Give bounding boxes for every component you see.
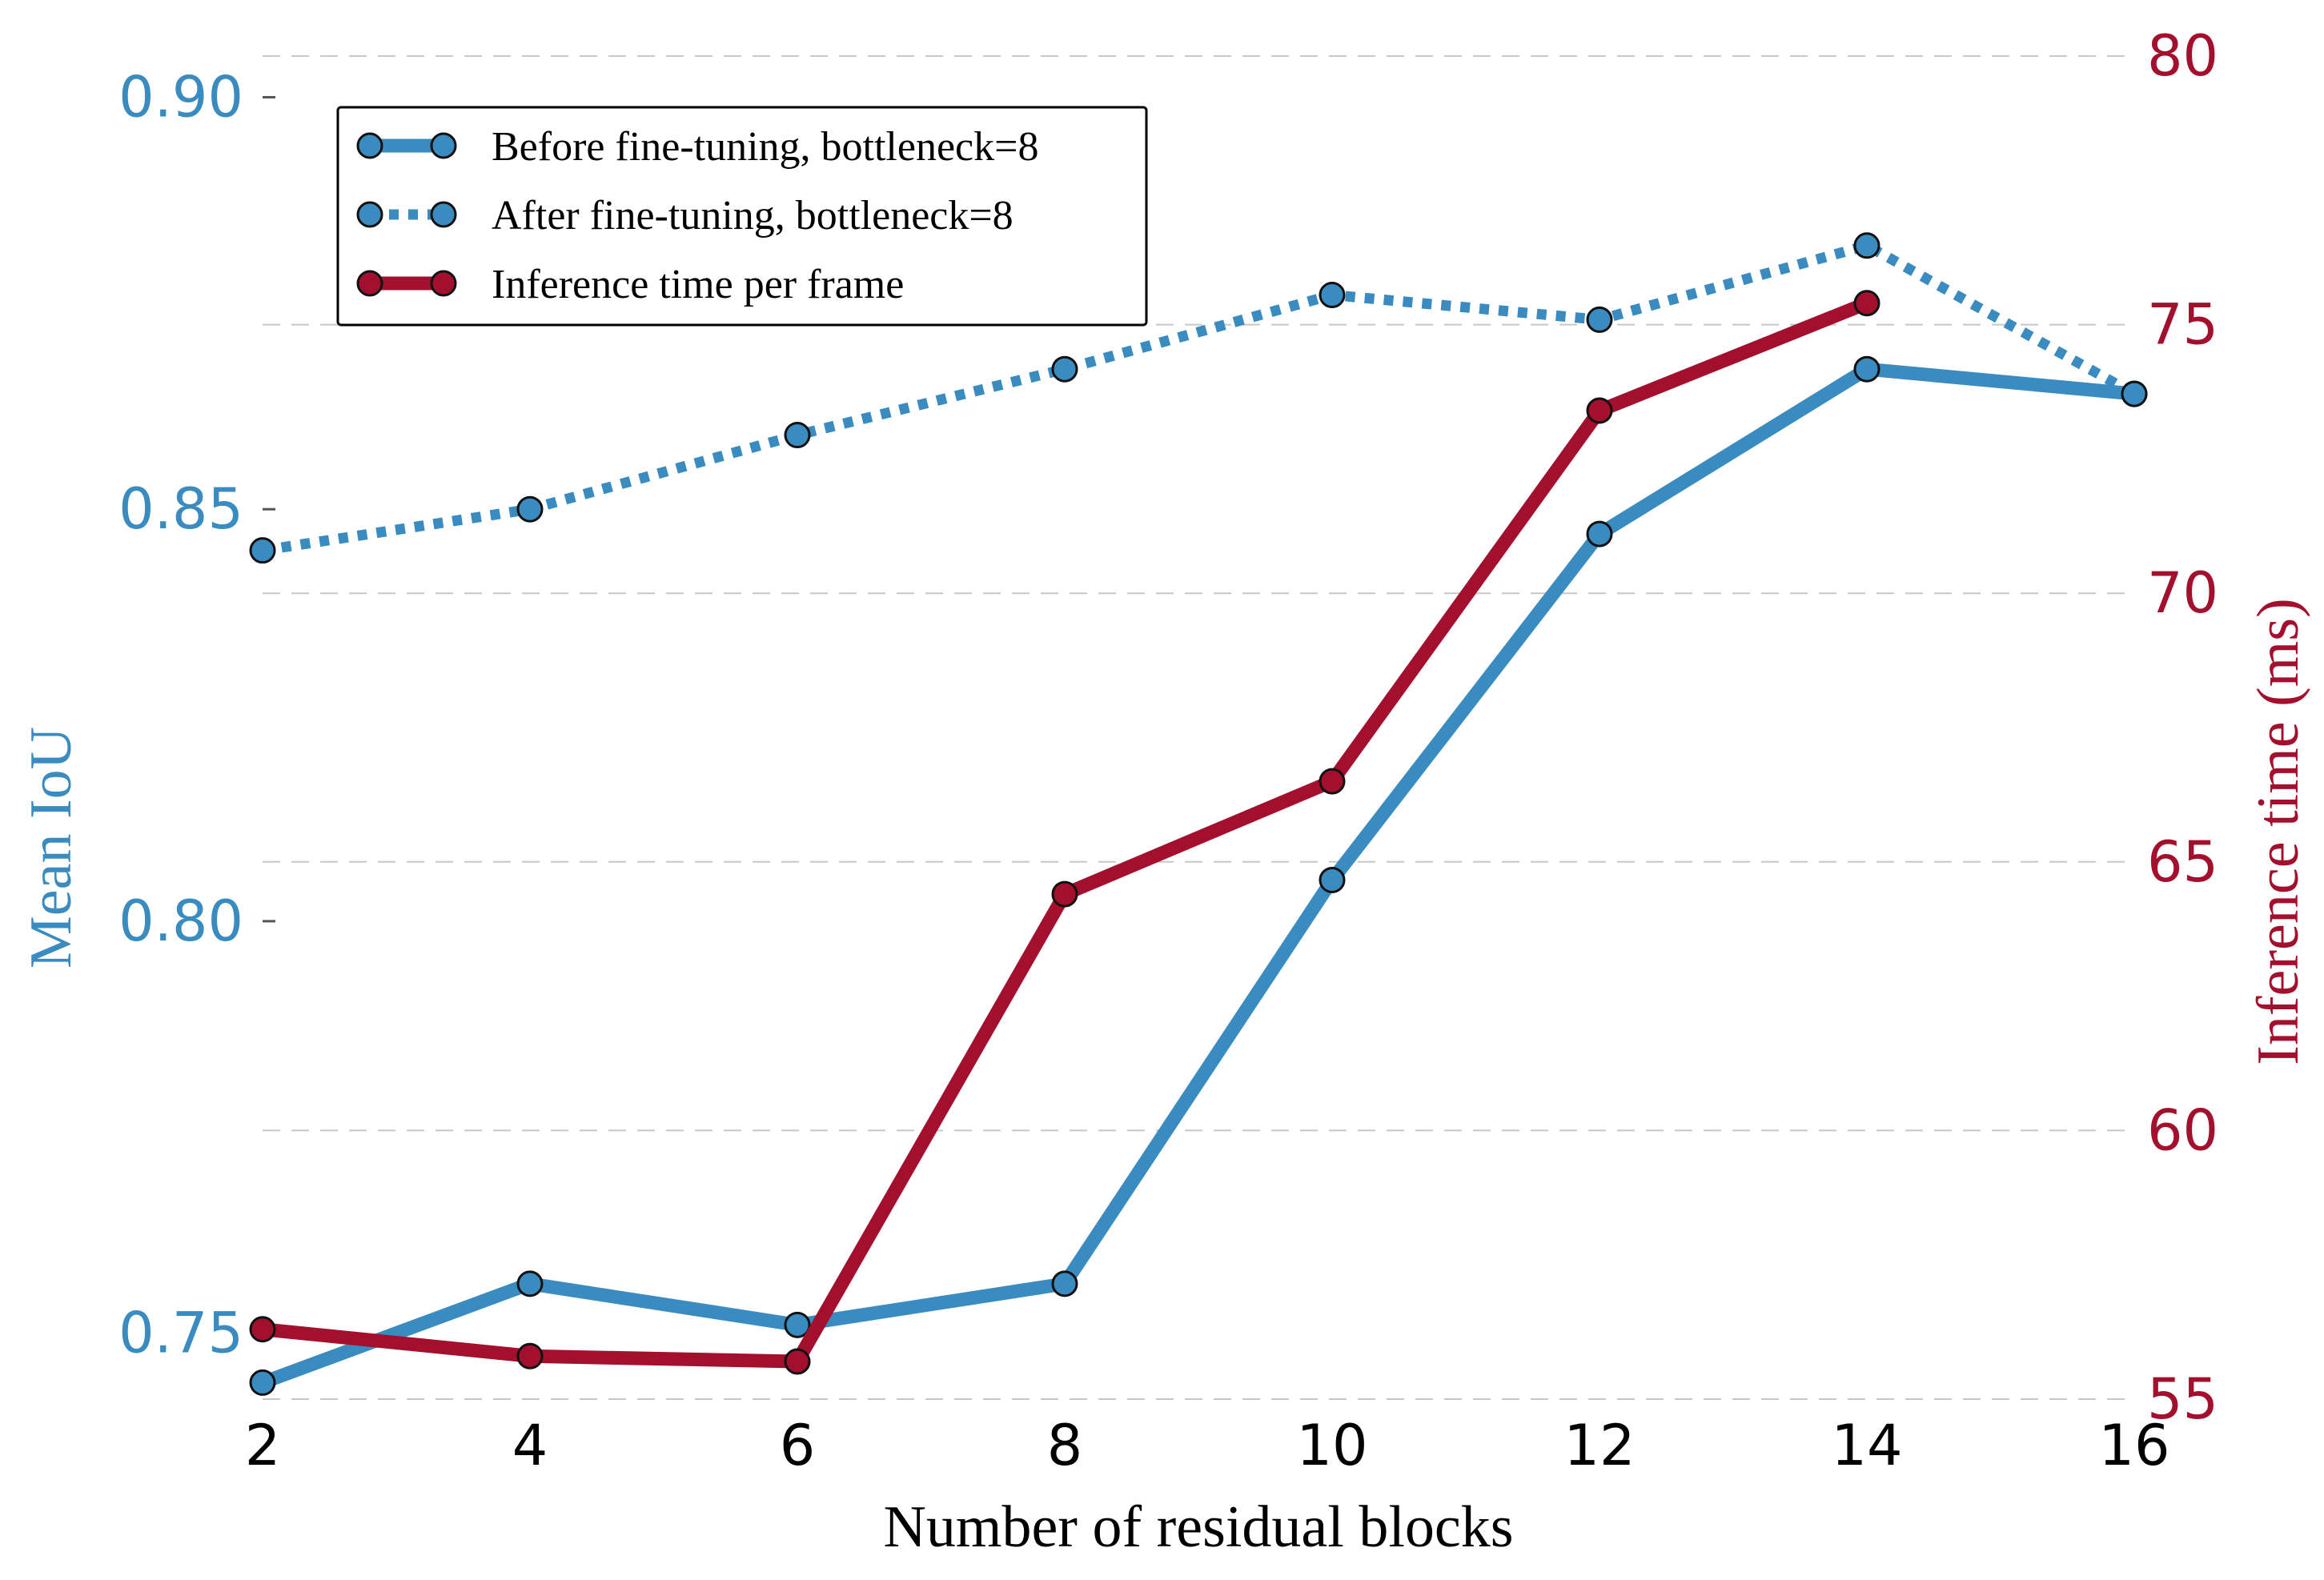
axes: 0.75 0.80 0.85 0.90 55 60 65 70 75 80 2 4 6 8 10 12 14 16… bbox=[18, 23, 2311, 1560]
series-lines bbox=[249, 232, 2148, 1396]
data-point bbox=[1319, 768, 1346, 795]
x-tick-label: 2 bbox=[245, 1413, 281, 1478]
legend-marker bbox=[430, 132, 457, 159]
data-point bbox=[1853, 290, 1880, 317]
left-axis-title: Mean IoU bbox=[18, 727, 84, 968]
right-tick-label: 70 bbox=[2147, 560, 2218, 626]
legend-label: Before fine-tuning, bottleneck=8 bbox=[492, 124, 1038, 170]
x-tick-label: 10 bbox=[1296, 1413, 1367, 1478]
x-tick-label: 6 bbox=[780, 1413, 816, 1478]
series-line bbox=[260, 362, 2135, 1390]
right-tick-label: 75 bbox=[2147, 292, 2218, 358]
x-tick-label: 14 bbox=[1831, 1413, 1902, 1478]
data-point bbox=[1586, 306, 1613, 333]
data-point bbox=[1853, 232, 1880, 259]
data-point bbox=[1586, 397, 1613, 424]
data-point bbox=[2121, 380, 2148, 407]
x-tick-label: 16 bbox=[2098, 1413, 2169, 1478]
data-point bbox=[784, 422, 811, 449]
right-tick-label: 55 bbox=[2147, 1366, 2218, 1432]
series-line bbox=[262, 240, 2137, 556]
legend-item-2: Inference time per frame bbox=[356, 262, 904, 307]
legend-marker bbox=[356, 201, 383, 228]
legend: Before fine-tuning, bottleneck=8 After fi… bbox=[336, 106, 1148, 327]
legend-label: Inference time per frame bbox=[492, 262, 904, 307]
right-tick-label: 65 bbox=[2147, 829, 2218, 895]
legend-item-0: Before fine-tuning, bottleneck=8 bbox=[356, 124, 1038, 170]
series-line bbox=[262, 296, 1870, 1369]
data-point bbox=[1051, 1270, 1078, 1297]
x-tick-label: 8 bbox=[1047, 1413, 1083, 1478]
data-point bbox=[1853, 355, 1880, 383]
legend-marker bbox=[356, 270, 383, 297]
legend-marker bbox=[430, 270, 457, 297]
data-point bbox=[249, 1369, 276, 1396]
data-point bbox=[516, 495, 544, 523]
legend-marker bbox=[356, 132, 383, 159]
data-point bbox=[1051, 880, 1078, 908]
x-axis-title: Number of residual blocks bbox=[883, 1494, 1513, 1560]
right-axis-title: Inference time (ms) bbox=[2246, 598, 2311, 1065]
left-tick-label: 0.75 bbox=[118, 1301, 243, 1366]
right-tick-label: 80 bbox=[2147, 23, 2218, 89]
data-point bbox=[784, 1311, 811, 1338]
legend-box bbox=[336, 106, 1148, 327]
data-point bbox=[1319, 866, 1346, 893]
data-point bbox=[1319, 282, 1346, 309]
data-point bbox=[784, 1348, 811, 1375]
data-point bbox=[249, 537, 276, 564]
left-tick-label: 0.85 bbox=[118, 476, 243, 542]
legend-label: After fine-tuning, bottleneck=8 bbox=[492, 193, 1013, 239]
data-point bbox=[516, 1270, 544, 1297]
left-tick-label: 0.80 bbox=[118, 888, 243, 954]
x-tick-label: 12 bbox=[1563, 1413, 1635, 1478]
left-tick-label: 0.90 bbox=[118, 64, 243, 130]
data-point bbox=[1586, 520, 1613, 547]
right-tick-label: 60 bbox=[2147, 1097, 2218, 1163]
series-2 bbox=[249, 290, 1880, 1375]
legend-item-1: After fine-tuning, bottleneck=8 bbox=[356, 193, 1013, 239]
legend-marker bbox=[430, 201, 457, 228]
data-point bbox=[1051, 355, 1078, 383]
data-point bbox=[249, 1316, 276, 1343]
x-tick-label: 4 bbox=[512, 1413, 548, 1478]
series-1 bbox=[249, 232, 2148, 564]
data-point bbox=[516, 1342, 544, 1369]
